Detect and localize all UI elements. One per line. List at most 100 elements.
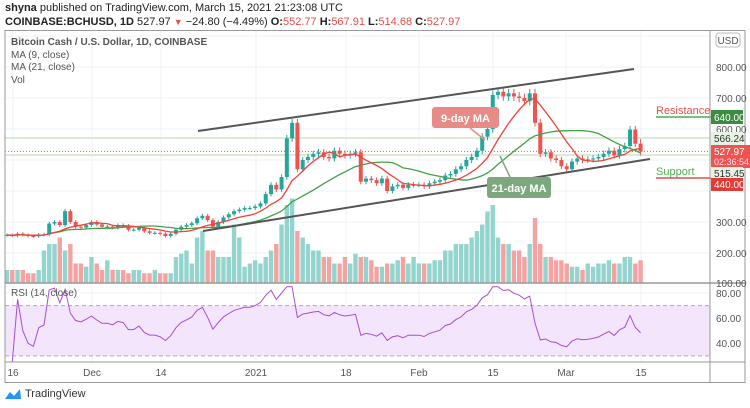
price-axis[interactable]: USD 800.00 700.00 600.00 300.00 200.00 1… [711,32,750,350]
candle[interactable] [184,225,189,227]
candle[interactable] [564,166,569,170]
candle[interactable] [342,153,347,156]
candle[interactable] [633,129,638,144]
candle[interactable] [554,158,559,160]
candle[interactable] [559,160,564,167]
candle[interactable] [511,93,516,97]
candle[interactable] [295,122,300,170]
candle[interactable] [300,160,305,170]
candle[interactable] [522,98,527,102]
candle[interactable] [200,215,205,219]
candle[interactable] [242,208,247,210]
candle[interactable] [152,232,157,234]
candle[interactable] [569,161,574,170]
candle[interactable] [110,226,115,228]
candle[interactable] [369,178,374,181]
candle[interactable] [506,93,511,97]
candle[interactable] [142,227,147,232]
candle[interactable] [527,93,532,102]
candle[interactable] [57,222,62,226]
candle[interactable] [485,129,490,137]
candle[interactable] [137,227,141,230]
candle[interactable] [406,184,411,188]
candle[interactable] [158,232,163,234]
candle[interactable] [168,233,173,236]
candle[interactable] [464,160,469,167]
candle[interactable] [337,150,342,154]
legend-ma21[interactable]: MA (21, close) [11,62,75,73]
candle[interactable] [258,203,263,207]
candle[interactable] [274,184,279,190]
candle[interactable] [638,143,643,152]
candle[interactable] [601,153,606,157]
candle[interactable] [47,223,52,235]
candle[interactable] [284,138,289,178]
candle[interactable] [453,169,458,174]
candle[interactable] [543,152,548,154]
candle[interactable] [385,178,390,191]
candle[interactable] [221,217,226,222]
lower-trendline[interactable] [202,158,651,232]
candle[interactable] [448,173,453,176]
candle[interactable] [253,206,258,209]
candle[interactable] [612,150,617,156]
candle[interactable] [358,152,363,182]
candle[interactable] [353,152,358,154]
candle[interactable] [247,208,252,210]
candle[interactable] [126,225,131,230]
candle[interactable] [269,184,273,195]
candle[interactable] [205,215,210,221]
candle[interactable] [316,152,321,154]
candle[interactable] [617,149,622,156]
candle[interactable] [548,152,553,159]
candle[interactable] [195,218,200,224]
tradingview-logo[interactable]: TradingView [4,388,86,400]
candle[interactable] [232,211,237,215]
candle[interactable] [147,231,152,233]
candle[interactable] [411,184,416,186]
legend-rsi[interactable]: RSI (14, close) [11,288,78,299]
candle[interactable] [279,177,284,190]
candle[interactable] [496,91,501,95]
candle[interactable] [480,136,485,151]
candle[interactable] [73,222,78,227]
candle[interactable] [606,150,611,154]
candle[interactable] [31,235,36,237]
candle[interactable] [401,184,405,188]
candle[interactable] [63,211,68,226]
candle[interactable] [100,224,105,227]
candle[interactable] [263,194,268,204]
candle[interactable] [575,158,580,162]
candle[interactable] [501,91,506,97]
candle[interactable] [78,226,83,228]
candle[interactable] [427,183,432,187]
candle[interactable] [237,209,242,212]
candle[interactable] [379,178,384,184]
candle[interactable] [52,222,57,224]
candle[interactable] [533,93,537,123]
candle[interactable] [105,226,110,228]
candle[interactable] [210,220,215,227]
candle[interactable] [364,178,369,182]
time-axis[interactable]: 16 Dec 14 2021 18 Feb 15 Mar 15 [7,368,647,379]
candle[interactable] [290,122,295,139]
candle[interactable] [538,122,543,154]
candle[interactable] [311,153,316,157]
candle[interactable] [327,156,332,159]
candle[interactable] [189,223,194,226]
candle[interactable] [374,180,379,184]
candle[interactable] [84,225,89,228]
candle[interactable] [459,166,464,170]
candle[interactable] [517,96,522,98]
candle[interactable] [216,222,221,227]
legend-ma9[interactable]: MA (9, close) [11,49,70,61]
legend-vol[interactable]: Vol [11,74,25,86]
candle[interactable] [226,214,231,218]
candle[interactable] [390,186,395,191]
upper-trendline[interactable] [197,68,635,132]
candle[interactable] [131,229,136,231]
candle[interactable] [437,180,442,182]
candle[interactable] [395,184,400,187]
candle[interactable] [585,159,590,161]
candle[interactable] [332,150,337,159]
